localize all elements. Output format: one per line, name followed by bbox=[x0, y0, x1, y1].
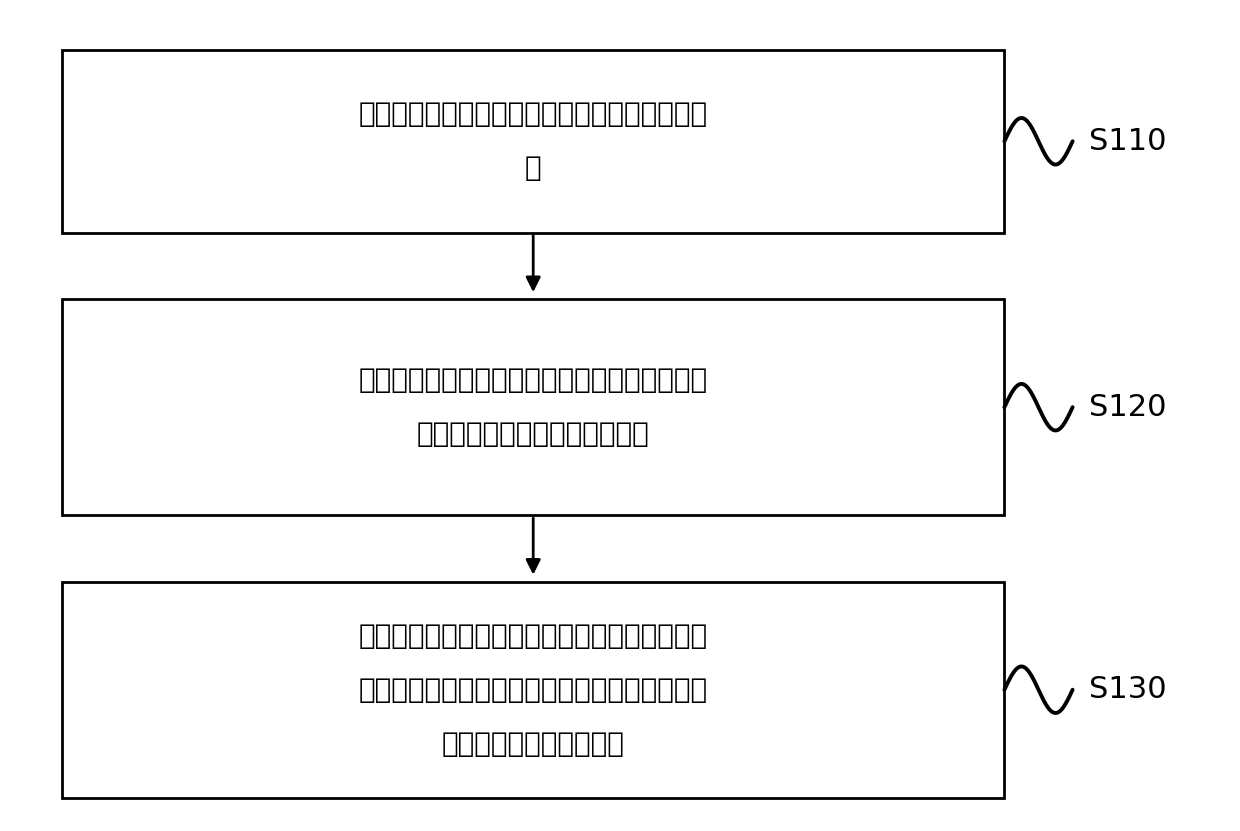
Text: S130: S130 bbox=[1089, 676, 1167, 704]
Text: S120: S120 bbox=[1089, 393, 1167, 421]
Text: 成扫描对象的磁共振图像: 成扫描对象的磁共振图像 bbox=[441, 730, 625, 758]
Bar bbox=[62, 299, 1004, 515]
Text: S110: S110 bbox=[1089, 127, 1167, 155]
Text: 议: 议 bbox=[525, 155, 542, 182]
Text: 依据目标扫描协议中的每个整体协议进行扫描定: 依据目标扫描协议中的每个整体协议进行扫描定 bbox=[358, 622, 708, 650]
Text: 依据扫描对象对应的待扫描部位确定预设扫描协: 依据扫描对象对应的待扫描部位确定预设扫描协 bbox=[358, 101, 708, 128]
Bar bbox=[62, 582, 1004, 798]
Text: 依据扫描对象信息调整预设扫描协议中的至少一: 依据扫描对象信息调整预设扫描协议中的至少一 bbox=[358, 366, 708, 394]
Text: 位，并对所述目标扫描协议进行磁共振扫描，生: 位，并对所述目标扫描协议进行磁共振扫描，生 bbox=[358, 676, 708, 704]
Bar bbox=[62, 50, 1004, 233]
Text: 个扫描参数，生成目标扫描协议: 个扫描参数，生成目标扫描协议 bbox=[417, 420, 650, 448]
